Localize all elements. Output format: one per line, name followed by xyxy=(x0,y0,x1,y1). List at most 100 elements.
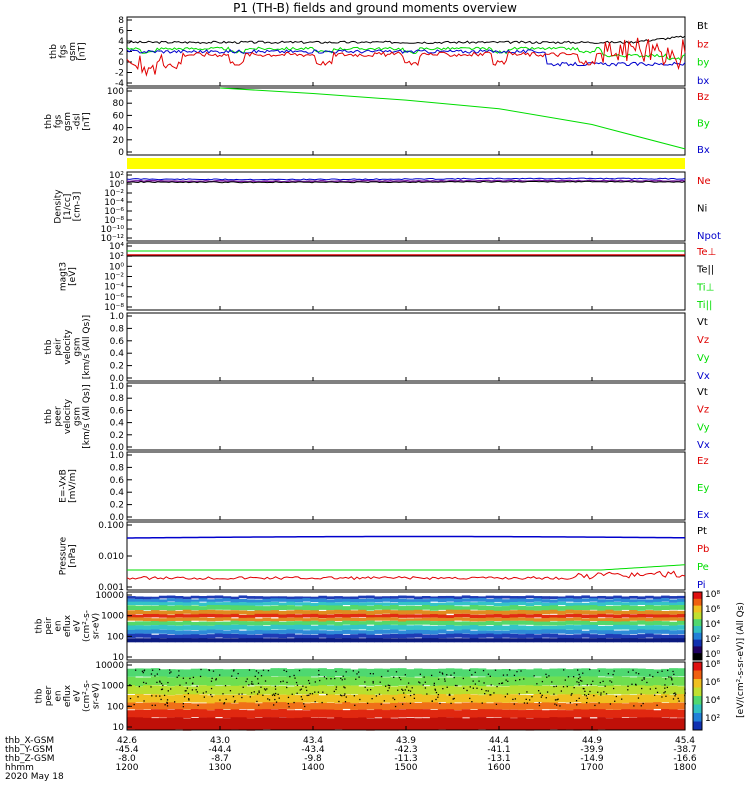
spectrogram-cell xyxy=(429,634,439,639)
spectrogram-dot xyxy=(487,673,490,675)
spectrogram-dot xyxy=(300,696,303,698)
spectrogram-dot xyxy=(160,698,162,701)
spectrogram-cell xyxy=(461,629,471,634)
spectrogram-cell xyxy=(517,601,527,606)
spectrogram-cell xyxy=(653,617,662,621)
spectrogram-cell xyxy=(302,614,311,618)
spectrogram-cell xyxy=(254,621,264,626)
spectrogram-dot xyxy=(621,698,623,700)
spectrogram-dot xyxy=(141,670,144,672)
spectrogram-cell xyxy=(445,595,455,599)
spectrogram-cell xyxy=(270,598,280,602)
spectrogram-cell xyxy=(214,629,224,634)
spectrogram-cell xyxy=(222,702,232,710)
spectrogram-cell xyxy=(509,718,519,731)
spectrogram-dot xyxy=(526,702,528,704)
spectrogram-dot xyxy=(409,694,412,697)
xaxis-value: 43.0 xyxy=(210,736,230,746)
spectrogram-cell xyxy=(134,629,144,634)
spectrogram-dot xyxy=(387,689,389,692)
spectrogram-cell xyxy=(254,606,264,611)
spectrogram-dot xyxy=(642,702,644,705)
spectrogram-dot xyxy=(478,680,480,682)
spectrogram-cell xyxy=(629,614,638,618)
spectrogram-cell xyxy=(318,625,327,630)
spectrogram-cell xyxy=(501,610,511,615)
spectrogram-dot xyxy=(518,693,520,695)
spectrogram-dot xyxy=(301,698,303,701)
ytick-label: 10⁰ xyxy=(109,180,124,190)
ytick-label: 0.8 xyxy=(110,324,125,334)
spectrogram-cell xyxy=(174,709,184,718)
spectrogram-dot xyxy=(637,697,640,699)
spectrogram-cell xyxy=(127,638,136,643)
spectrogram-cell xyxy=(326,605,335,611)
spectrogram-cell xyxy=(493,677,503,686)
spectrogram-cell xyxy=(230,624,240,630)
spectrogram-dot xyxy=(446,686,448,688)
spectrogram-cell xyxy=(485,676,495,686)
spectrogram-cell xyxy=(597,618,606,622)
spectrogram-cell xyxy=(214,621,224,626)
spectrogram-cell xyxy=(421,610,431,615)
spectrogram-dot xyxy=(400,678,402,681)
spectrogram-cell xyxy=(358,668,367,677)
spectrogram-cell xyxy=(342,668,351,677)
spectrogram-cell xyxy=(581,695,590,704)
spectrogram-cell xyxy=(382,629,391,634)
spectrogram-cell xyxy=(302,703,311,711)
spectrogram-dot xyxy=(219,699,221,701)
spectrogram-cell xyxy=(669,718,678,731)
axis-label: eV xyxy=(73,689,83,702)
spectrogram-dot xyxy=(155,695,157,697)
spectrogram-cell xyxy=(461,638,471,643)
spectrogram-dot xyxy=(563,669,565,671)
spectrogram-cell xyxy=(254,709,264,718)
spectrogram-dot xyxy=(586,684,588,686)
axis-label: [mV/m] xyxy=(68,469,78,503)
colorbar-cell xyxy=(693,653,702,661)
spectrogram-cell xyxy=(629,695,638,704)
xaxis-value: 1800 xyxy=(674,763,697,773)
spectrogram-cell xyxy=(493,634,503,639)
spectrogram-cell xyxy=(597,634,606,639)
spectrogram-dot xyxy=(490,684,492,686)
spectrogram-dot xyxy=(657,671,659,674)
spectrogram-cell xyxy=(182,718,192,731)
xaxis-value: 1500 xyxy=(395,763,418,773)
xaxis-value: -44.4 xyxy=(208,745,232,755)
spectrogram-cell xyxy=(342,694,351,703)
spectrogram-cell xyxy=(581,633,590,638)
spectrogram-dot xyxy=(167,681,169,684)
spectrogram-cell xyxy=(318,717,327,731)
spectrogram-cell xyxy=(358,624,367,630)
spectrogram-dot xyxy=(566,685,568,688)
spectrogram-cell xyxy=(262,598,272,603)
spectrogram-cell xyxy=(509,709,519,718)
legend-entry: by xyxy=(697,58,709,69)
spectrogram-dot xyxy=(553,693,555,695)
spectrogram-cell xyxy=(605,677,614,687)
spectrogram-cell xyxy=(254,625,264,631)
spectrogram-cell xyxy=(350,669,359,678)
spectrogram-cell xyxy=(589,596,598,600)
spectrogram-cell xyxy=(549,676,559,686)
spectrogram-cell xyxy=(413,709,423,718)
spectrogram-cell xyxy=(437,629,447,634)
spectrogram-cell xyxy=(525,677,535,687)
spectrogram-cell xyxy=(310,620,319,625)
spectrogram-dot xyxy=(318,674,320,676)
spectrogram-cell xyxy=(334,598,343,603)
spectrogram-dot xyxy=(223,703,225,705)
spectrogram-dot xyxy=(145,682,147,684)
spectrogram-dot xyxy=(401,688,403,690)
spectrogram-cell xyxy=(461,633,471,638)
spectrogram-cell xyxy=(669,605,678,610)
ytick-label: 2 xyxy=(118,48,124,58)
xaxis-value: -38.7 xyxy=(673,745,696,755)
spectrogram-cell xyxy=(326,638,335,643)
spectrogram-dot xyxy=(159,680,161,682)
spectrogram-dot xyxy=(282,680,284,682)
spectrogram-dot xyxy=(678,700,680,702)
spectrogram-cell xyxy=(653,620,662,625)
